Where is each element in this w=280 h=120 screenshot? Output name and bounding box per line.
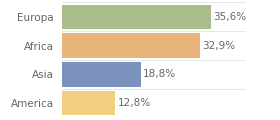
Bar bbox=[62, 62, 141, 87]
Bar bbox=[62, 91, 115, 115]
Bar bbox=[62, 33, 200, 58]
Text: 18,8%: 18,8% bbox=[143, 69, 176, 79]
Text: 35,6%: 35,6% bbox=[213, 12, 246, 22]
Bar bbox=[62, 5, 211, 29]
Text: 12,8%: 12,8% bbox=[118, 98, 151, 108]
Text: 32,9%: 32,9% bbox=[202, 41, 235, 51]
